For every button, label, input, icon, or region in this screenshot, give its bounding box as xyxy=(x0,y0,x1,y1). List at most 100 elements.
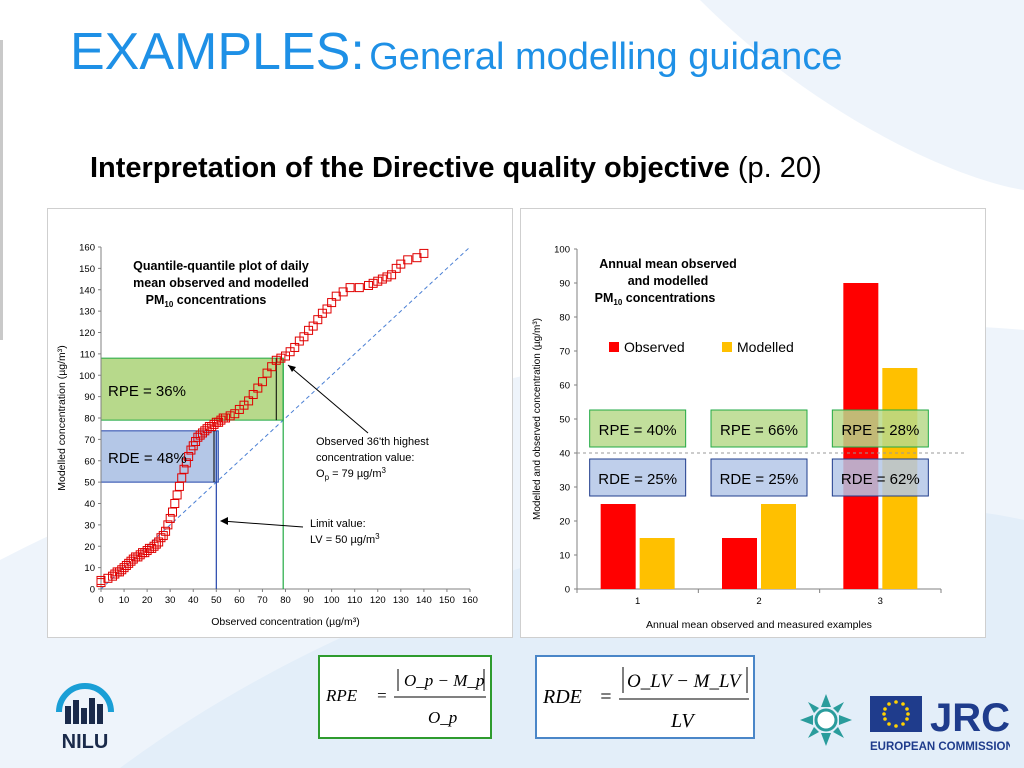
rpe-label: RPE = 28% xyxy=(841,422,919,439)
bar-modelled xyxy=(761,504,796,589)
x-tick-label: 20 xyxy=(142,595,153,606)
qq-point xyxy=(327,298,337,308)
rpe-rde-group: RPE = 40% RDE = 25% xyxy=(589,409,687,497)
legend-swatch xyxy=(609,342,619,352)
subtitle-bold: Interpretation of the Directive quality … xyxy=(90,152,730,184)
qq-point xyxy=(248,389,258,399)
annotation-36th-pointer xyxy=(287,364,369,434)
y-tick-label: 60 xyxy=(84,456,95,467)
y-tick-label: 100 xyxy=(79,371,95,382)
x-axis-label: Annual mean observed and measured exampl… xyxy=(646,619,872,631)
rpe-formula: RPE = O_p − M_p O_p xyxy=(318,655,492,739)
qq-point xyxy=(172,490,182,500)
rde-box xyxy=(831,458,929,497)
qq-point xyxy=(313,315,323,325)
y-tick-label: 80 xyxy=(84,414,95,425)
x-tick-label: 1 xyxy=(635,596,640,607)
qq-point xyxy=(225,411,235,421)
qq-point xyxy=(161,526,171,536)
y-axis-label: Modelled concentration (µg/m³) xyxy=(56,345,68,491)
annotation-limit-value: Limit value: LV = 50 µg/m3 xyxy=(310,518,380,546)
qq-point xyxy=(373,276,383,286)
y-tick-label: 100 xyxy=(554,245,570,256)
rpe-label: RPE = 36% xyxy=(108,383,186,400)
left-rule xyxy=(0,40,3,340)
x-tick-label: 160 xyxy=(462,595,478,606)
qq-point xyxy=(257,377,267,387)
x-tick-label: 130 xyxy=(393,595,409,606)
qq-plot: 0 10 20 30 40 50 60 70 80 90 100 110 120 130 140 150 160… xyxy=(56,243,478,629)
y-tick-label: 160 xyxy=(79,243,95,254)
x-tick-label: 150 xyxy=(439,595,455,606)
qq-point xyxy=(179,464,189,474)
y-tick-label: 60 xyxy=(559,381,570,392)
x-tick-label: 100 xyxy=(324,595,340,606)
y-tick-label: 0 xyxy=(90,585,95,596)
y-tick-label: 50 xyxy=(84,478,95,489)
nilu-text: NILU xyxy=(62,731,109,753)
rpe-box xyxy=(710,409,808,448)
sun-emblem-icon xyxy=(800,694,852,746)
y-tick-label: 10 xyxy=(559,551,570,562)
y-tick-label: 120 xyxy=(79,328,95,339)
rde-label: RDE = 25% xyxy=(720,471,799,488)
qq-point xyxy=(354,283,364,293)
rde-label: RDE = 48% xyxy=(108,450,187,467)
qq-point xyxy=(163,520,173,530)
x-tick-label: 120 xyxy=(370,595,386,606)
slide-title: EXAMPLES: General modelling guidance xyxy=(70,22,842,82)
legend-label: Observed xyxy=(624,339,685,355)
rpe-box xyxy=(589,409,687,448)
title-sub: General modelling guidance xyxy=(369,36,843,78)
qq-point xyxy=(177,473,187,483)
bar-chart: 0 10 20 30 40 50 60 70 80 90 100 1 2 3 RPE = 40% RDE = … xyxy=(532,245,965,631)
qq-point xyxy=(387,270,397,280)
qq-point xyxy=(184,451,194,461)
x-tick-label: 110 xyxy=(347,595,362,606)
y-tick-label: 10 xyxy=(84,563,95,574)
y-tick-label: 40 xyxy=(84,499,95,510)
y-tick-label: 140 xyxy=(79,285,95,296)
y-tick-label: 90 xyxy=(559,279,570,290)
y-tick-label: 110 xyxy=(80,349,95,360)
qq-point xyxy=(165,513,175,523)
commission-text: EUROPEAN COMMISSION xyxy=(870,741,1010,753)
qq-point xyxy=(419,248,429,258)
annotation-36th-arrowhead xyxy=(288,365,296,372)
rde-formula: RDE = O_LV − M_LV LV xyxy=(535,655,755,739)
qq-point xyxy=(174,481,184,491)
qq-point xyxy=(267,362,277,372)
rpe-label: RPE = 40% xyxy=(599,422,677,439)
x-tick-label: 70 xyxy=(257,595,268,606)
bar-chart-title: Annual mean observed and modelled PM10 con… xyxy=(595,257,737,307)
qq-point xyxy=(290,342,300,352)
nilu-logo: NILU xyxy=(56,683,114,753)
x-tick-label: 3 xyxy=(878,596,883,607)
qq-point xyxy=(151,539,161,549)
x-tick-label: 2 xyxy=(756,596,761,607)
rde-denominator: LV xyxy=(670,710,696,732)
qq-point xyxy=(253,383,263,393)
qq-point xyxy=(170,499,180,508)
qq-point xyxy=(345,283,355,293)
y-axis-label: Modelled and observed concentration (µg/… xyxy=(532,318,543,520)
title-main: EXAMPLES: xyxy=(70,23,365,81)
bar-modelled xyxy=(639,538,675,589)
x-tick-label: 30 xyxy=(165,595,176,606)
legend-swatch xyxy=(722,342,732,352)
x-tick-label: 40 xyxy=(188,595,199,606)
y-tick-label: 30 xyxy=(84,520,95,531)
qq-point xyxy=(364,280,374,290)
x-tick-label: 0 xyxy=(98,595,103,606)
x-tick-label: 50 xyxy=(211,595,222,606)
rde-label: RDE = 25% xyxy=(598,471,677,488)
annotation-lv-pointer xyxy=(221,520,304,528)
qq-point xyxy=(244,396,254,406)
y-tick-label: 70 xyxy=(84,435,95,446)
rpe-rde-group: RPE = 28% RDE = 62% xyxy=(831,409,929,497)
rde-numerator: O_LV − M_LV xyxy=(627,671,743,692)
qq-point xyxy=(382,272,392,282)
rde-band xyxy=(100,430,219,483)
qq-point xyxy=(368,278,378,288)
jrc-text: JRC xyxy=(930,696,1010,740)
